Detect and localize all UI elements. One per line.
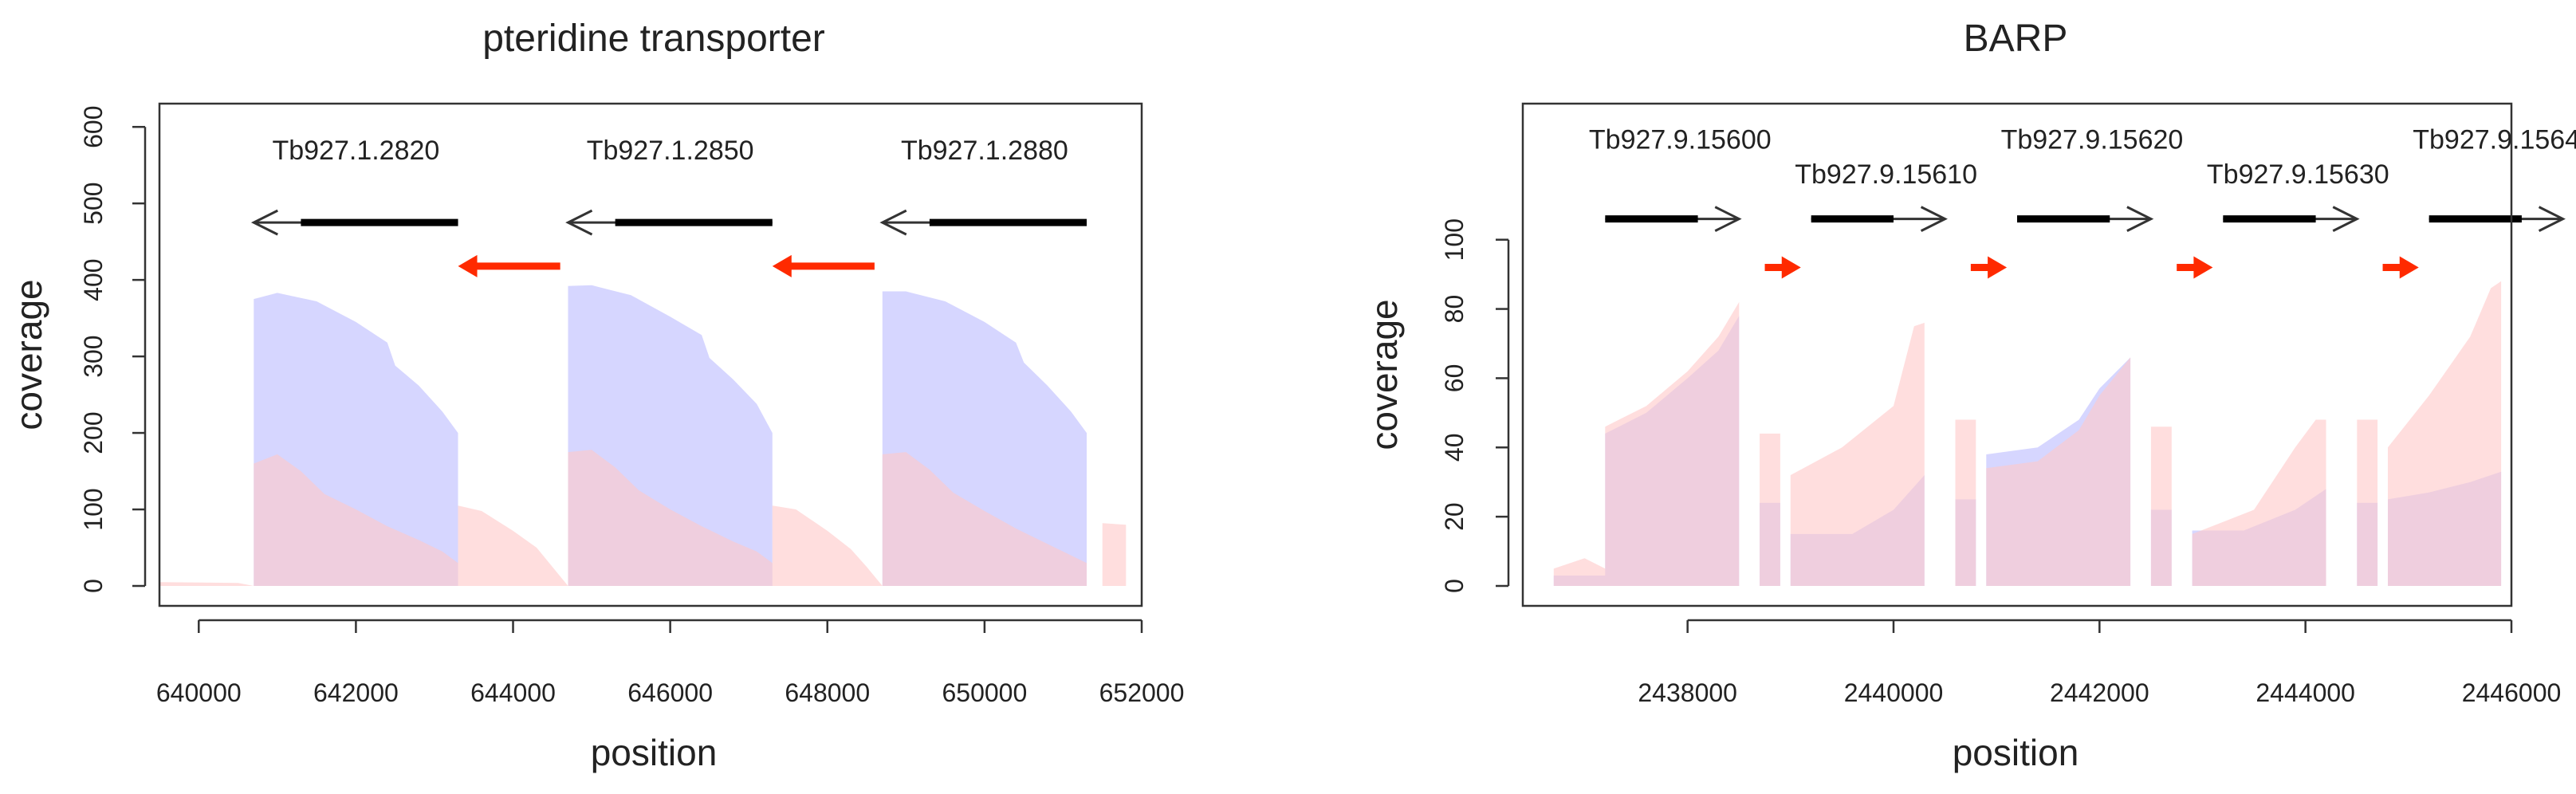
x-tick-label: 652000 <box>1099 678 1185 707</box>
y-tick-label: 80 <box>1440 295 1469 324</box>
blue-coverage-area <box>1553 316 2502 586</box>
y-tick-label: 60 <box>1440 364 1469 393</box>
y-axis-label: coverage <box>8 279 49 430</box>
y-tick-label: 40 <box>1440 433 1469 462</box>
coverage-series-group <box>1553 281 2502 586</box>
y-axis-label: coverage <box>1363 299 1405 450</box>
panel-pteridine-transporter: pteridine transporter position coverage … <box>8 18 1184 773</box>
pink-coverage-area <box>1553 281 2502 586</box>
x-axis-label: position <box>591 732 718 773</box>
y-tick-label: 100 <box>79 488 108 530</box>
gene-arrowhead <box>565 209 593 236</box>
plot-frame <box>158 102 1143 607</box>
gene-label: Tb927.9.15600 <box>1589 125 1772 155</box>
gene-arrowhead <box>250 209 278 236</box>
x-tick-label: 640000 <box>156 678 242 707</box>
y-tick-label: 300 <box>79 335 108 377</box>
pink-coverage-area <box>159 450 1127 586</box>
x-tick-label: 2444000 <box>2255 678 2355 707</box>
gene-label: Tb927.9.15620 <box>2001 125 2184 155</box>
red-arrow-head <box>772 254 792 277</box>
gene-arrowhead <box>2126 206 2154 232</box>
gene-label: Tb927.1.2850 <box>587 136 754 166</box>
gene-label: Tb927.9.15610 <box>1795 159 1977 190</box>
x-tick-label: 642000 <box>313 678 399 707</box>
y-tick-label: 200 <box>79 411 108 454</box>
x-tick-label: 644000 <box>470 678 556 707</box>
panel-barp: BARP position coverage Tb927.9.15600 Tb92… <box>1363 18 2576 773</box>
gene-label: Tb927.1.2820 <box>272 136 439 166</box>
gene-label: Tb927.9.15630 <box>2207 159 2389 190</box>
red-arrow-head <box>1988 256 2008 279</box>
x-tick-label: 646000 <box>627 678 713 707</box>
y-tick-label: 400 <box>79 258 108 301</box>
y-tick-label: 600 <box>79 105 108 147</box>
x-tick-label: 2440000 <box>1844 678 1944 707</box>
x-tick-label: 650000 <box>942 678 1027 707</box>
x-tick-label: 2442000 <box>2050 678 2149 707</box>
red-arrow-head <box>2193 256 2213 279</box>
red-arrow-head <box>2399 256 2419 279</box>
x-tick-label: 2438000 <box>1638 678 1737 707</box>
blue-coverage-area <box>254 285 1087 586</box>
gene-arrowhead <box>2332 206 2360 232</box>
x-axis-label: position <box>1953 732 2079 773</box>
y-tick-label: 500 <box>79 182 108 224</box>
gene-label: Tb927.1.2880 <box>901 136 1068 166</box>
chart-title: BARP <box>1964 18 2068 60</box>
gene-arrowhead <box>879 209 907 236</box>
gene-arrowhead <box>2538 206 2566 232</box>
coverage-series-group <box>159 285 1127 586</box>
red-arrow-head <box>1781 256 1801 279</box>
chart-title: pteridine transporter <box>482 18 825 60</box>
y-tick-label: 100 <box>1440 218 1469 261</box>
red-arrow-head <box>458 254 478 277</box>
x-tick-label: 648000 <box>785 678 870 707</box>
gene-arrowhead <box>1920 206 1948 232</box>
x-tick-label: 2446000 <box>2462 678 2562 707</box>
y-tick-label: 20 <box>1440 502 1469 531</box>
y-tick-label: 0 <box>1440 579 1469 593</box>
plot-frame <box>1521 102 2513 607</box>
y-tick-label: 0 <box>79 579 108 593</box>
gene-arrowhead <box>1714 206 1742 232</box>
